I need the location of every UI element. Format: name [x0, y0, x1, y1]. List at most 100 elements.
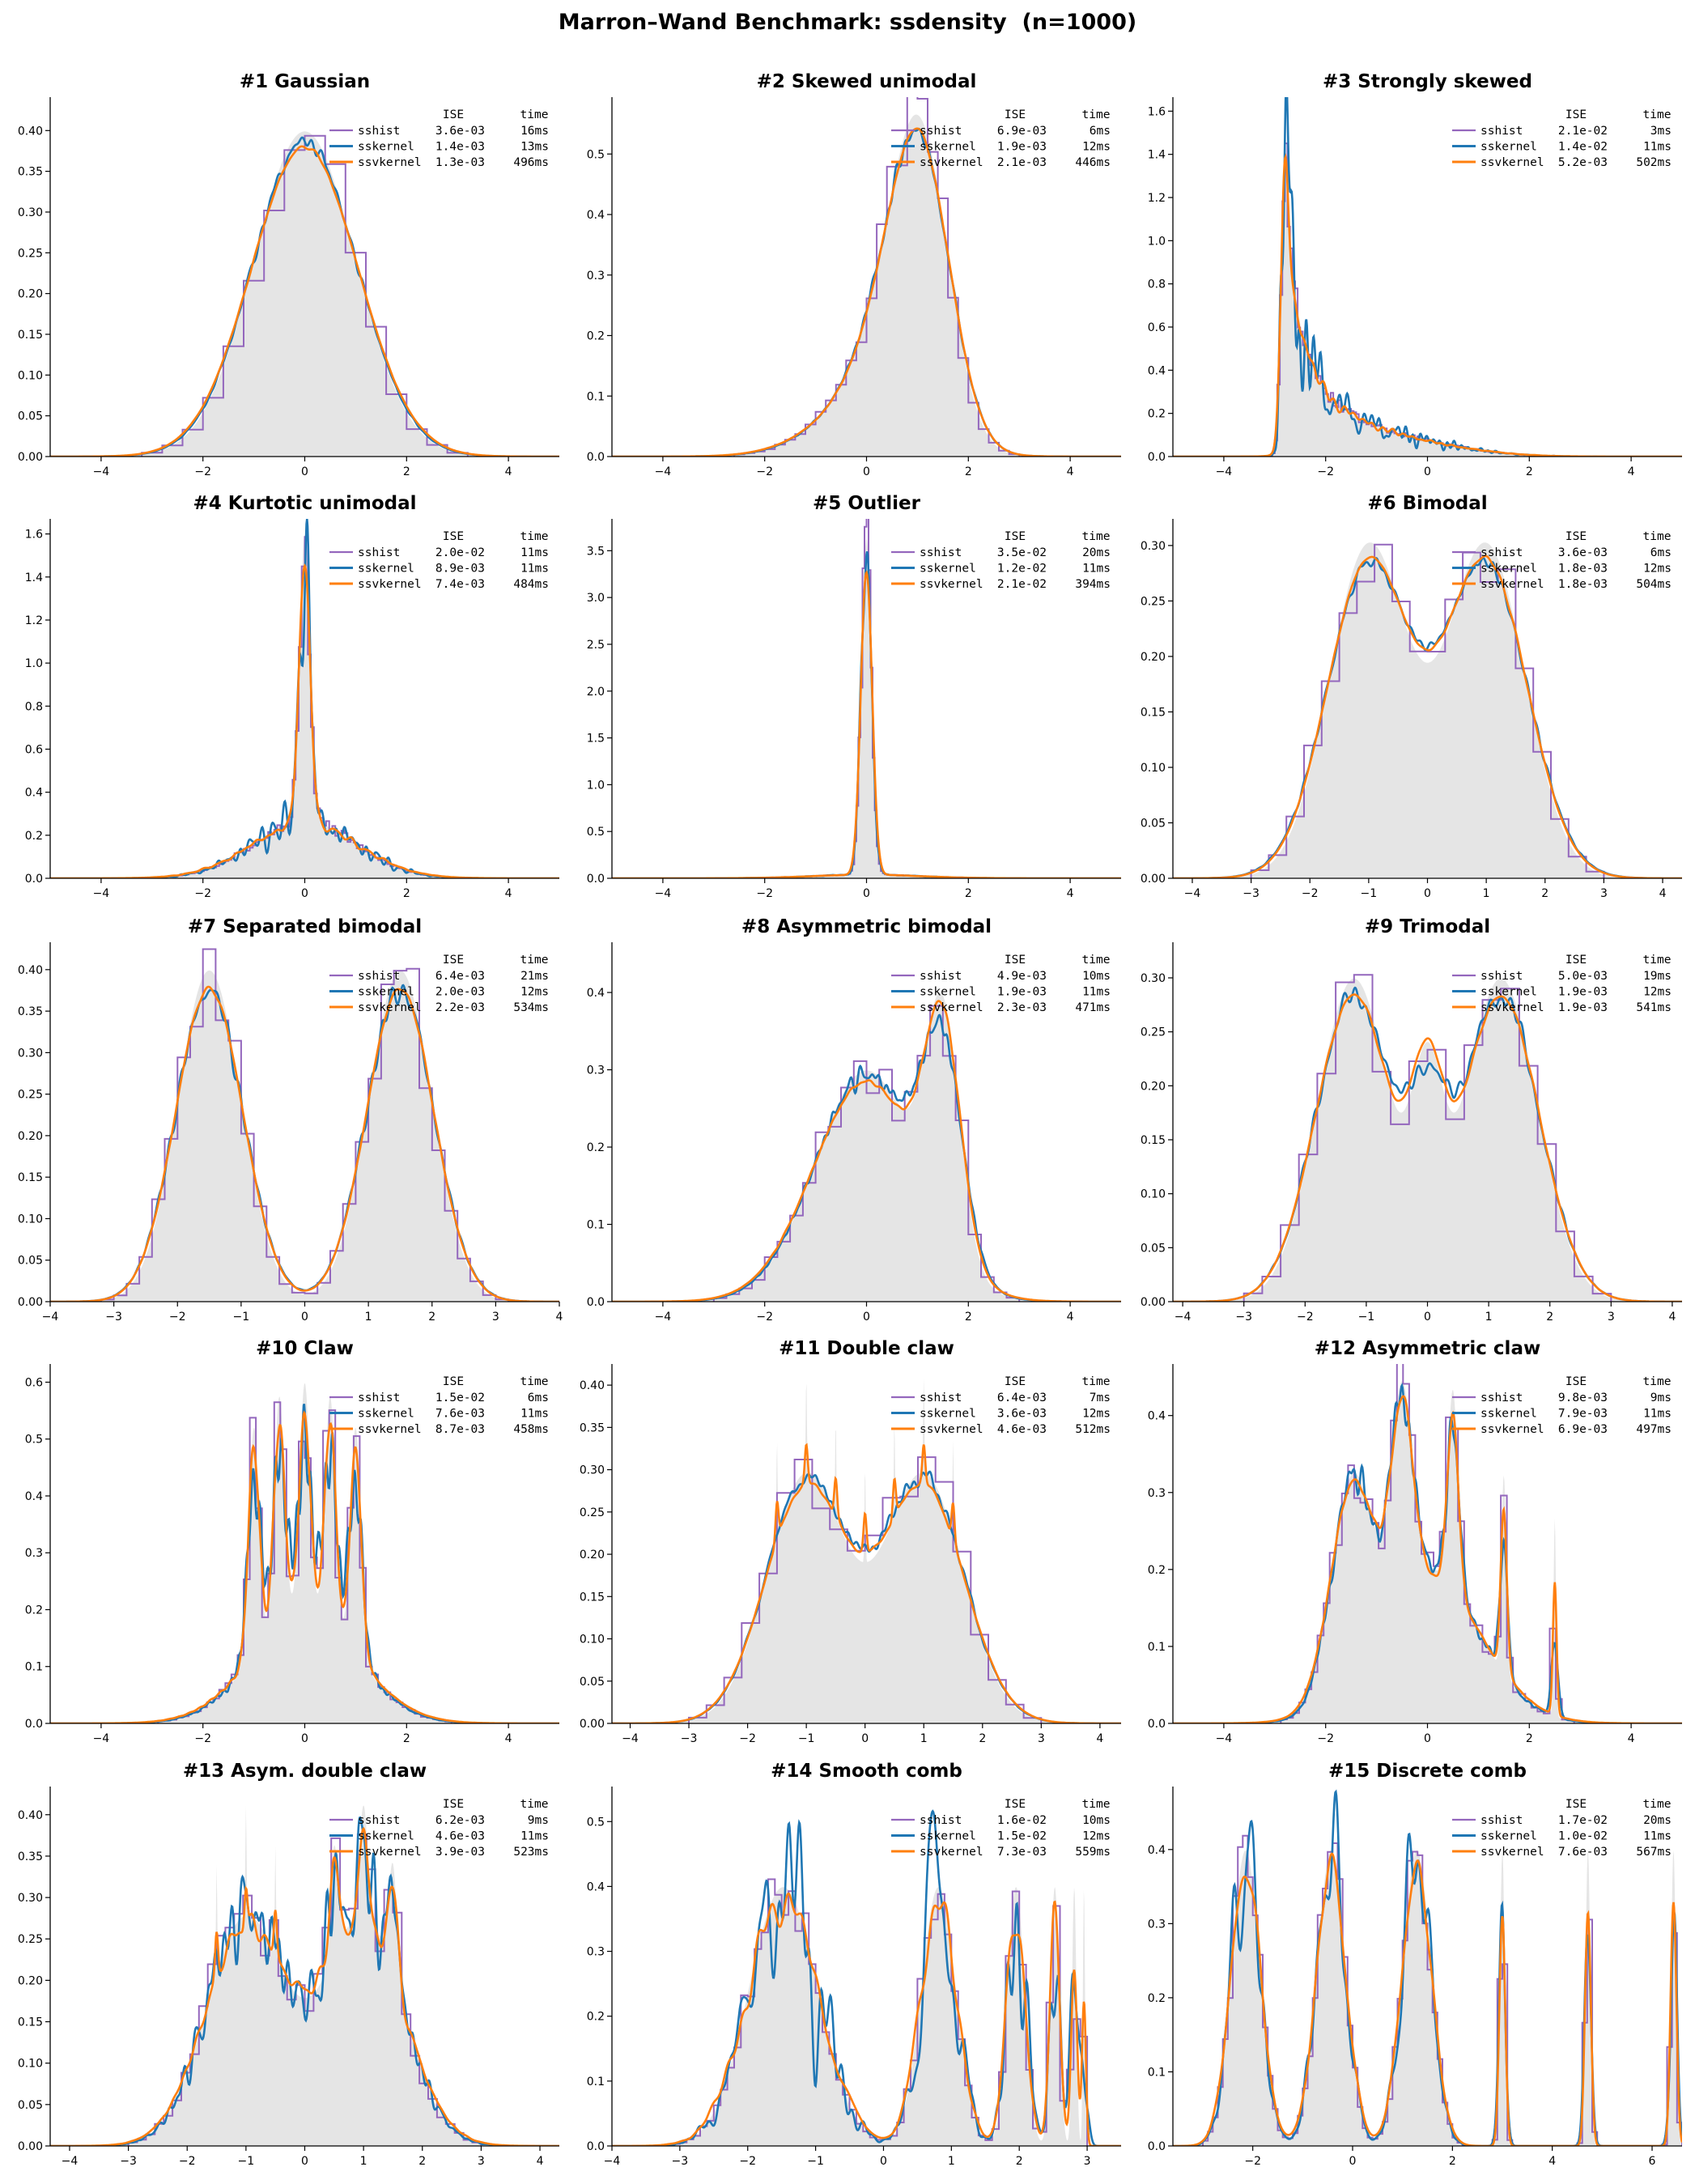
legend-time: 6ms	[528, 1392, 549, 1404]
y-tick-label: 0.2	[587, 330, 605, 343]
legend-header-ise: ISE	[443, 1798, 464, 1811]
legend-time: 12ms	[520, 986, 549, 999]
x-tick-label: 0	[301, 1732, 308, 1745]
subplot-title: #8 Asymmetric bimodal	[741, 916, 992, 937]
legend-header-time: time	[1643, 1375, 1672, 1388]
legend-ise: 7.9e-03	[1558, 1408, 1608, 1421]
y-tick-label: 0.20	[18, 288, 43, 301]
legend-header-time: time	[1643, 108, 1672, 121]
y-tick-label: 0.15	[18, 2016, 43, 2029]
legend-ise: 3.6e-03	[1558, 546, 1608, 559]
x-tick-label: 2	[965, 1311, 972, 1324]
y-tick-label: 0.15	[1141, 706, 1166, 719]
x-tick-label: 2	[403, 465, 410, 478]
x-tick-label: 2	[979, 1732, 986, 1745]
legend-method: ssvkernel	[358, 1846, 422, 1859]
legend-time: 567ms	[1636, 1846, 1672, 1859]
legend: ISE time sshist 4.9e-03 10ms sskernel 1.9e-03 1…	[891, 954, 1111, 1014]
y-tick-label: 0.10	[18, 369, 43, 382]
y-tick-label: 0.05	[1141, 817, 1166, 830]
y-tick-label: 0.3	[587, 270, 605, 283]
y-tick-label: 0.1	[1148, 1641, 1166, 1654]
legend-ise: 2.1e-03	[997, 156, 1047, 169]
y-tick-label: 0.20	[18, 1974, 43, 1987]
legend-ise: 2.0e-03	[435, 986, 485, 999]
y-tick-label: 0.2	[587, 1141, 605, 1154]
y-tick-label: 0.3	[587, 1064, 605, 1077]
x-tick-label: −4	[655, 465, 672, 478]
x-tick-label: 0	[1349, 2155, 1357, 2168]
x-tick-label: −4	[42, 1311, 59, 1324]
legend-time: 12ms	[1082, 141, 1111, 154]
legend-time: 11ms	[1643, 1830, 1672, 1843]
x-tick-label: 3	[492, 1311, 499, 1324]
y-tick-label: 0.1	[1148, 2066, 1166, 2079]
legend-header-ise: ISE	[1565, 954, 1587, 967]
legend-time: 9ms	[1650, 1392, 1672, 1404]
legend-method: sskernel	[358, 1830, 414, 1843]
legend-ise: 1.9e-03	[997, 141, 1047, 154]
x-tick-label: 3	[478, 2155, 485, 2168]
legend-time: 471ms	[1075, 1001, 1111, 1014]
x-tick-label: −4	[604, 2155, 621, 2168]
legend-time: 12ms	[1082, 1408, 1111, 1421]
y-tick-label: 0.2	[1148, 1564, 1166, 1577]
legend-header-ise: ISE	[1565, 530, 1587, 543]
subplot-title: #13 Asym. double claw	[183, 1761, 427, 1782]
ssvkernel-curve	[612, 1892, 1121, 2146]
y-tick-label: 0.05	[580, 1676, 605, 1689]
legend-header-ise: ISE	[1005, 108, 1026, 121]
legend-method: sskernel	[1480, 986, 1537, 999]
subplot-14: −4 −3 −2 −1 0 1 2 3 0.0 0.1 0.2 0.3 0.4 0.5 #14 Smooth…	[587, 1761, 1121, 2168]
y-tick-label: 1.4	[25, 571, 43, 584]
y-tick-label: 0.00	[18, 2140, 43, 2153]
y-tick-label: 2.5	[587, 639, 605, 652]
x-tick-label: 0	[861, 1732, 869, 1745]
x-tick-label: 2	[418, 2155, 426, 2168]
ssvkernel-curve	[612, 1443, 1121, 1723]
legend-ise: 1.9e-03	[1558, 986, 1608, 999]
figure-title: Marron–Wand Benchmark: ssdensity (n=1000…	[559, 10, 1136, 35]
legend-ise: 1.5e-02	[435, 1392, 485, 1404]
x-tick-label: −2	[756, 887, 773, 900]
y-tick-label: 0.05	[18, 2099, 43, 2112]
x-tick-label: 0	[863, 465, 870, 478]
legend-method: sskernel	[358, 986, 414, 999]
true-density-area	[1173, 978, 1682, 1302]
legend: ISE time sshist 1.7e-02 20ms sskernel 1.0e-02 1…	[1452, 1798, 1672, 1859]
y-tick-label: 1.4	[1148, 149, 1166, 162]
ssvkernel-curve	[1173, 993, 1682, 1302]
legend-method: ssvkernel	[358, 1423, 422, 1436]
x-tick-label: −3	[1243, 887, 1260, 900]
true-density-area	[50, 534, 559, 878]
legend-time: 484ms	[513, 578, 549, 591]
legend-method: sshist	[1480, 1814, 1523, 1827]
legend-method: sshist	[358, 1392, 400, 1404]
legend-header-time: time	[1643, 530, 1672, 543]
legend-header-ise: ISE	[443, 108, 464, 121]
legend-method: sskernel	[1480, 141, 1537, 154]
y-tick-label: 0.5	[587, 1816, 605, 1829]
legend-ise: 3.6e-03	[435, 125, 485, 138]
legend-method: sskernel	[920, 1408, 976, 1421]
legend-time: 6ms	[1090, 125, 1111, 138]
x-tick-label: −2	[169, 1311, 186, 1324]
legend-ise: 7.6e-03	[1558, 1846, 1608, 1859]
y-tick-label: 0.10	[1141, 1188, 1166, 1201]
legend: ISE time sshist 2.1e-02 3ms sskernel 1.4e-02 11…	[1452, 108, 1672, 169]
y-tick-label: 0.15	[18, 1171, 43, 1184]
sskernel-curve	[612, 1809, 1121, 2146]
sshist-histogram	[157, 1401, 452, 1723]
y-tick-label: 0.1	[25, 1661, 43, 1674]
legend: ISE time sshist 6.9e-03 6ms sskernel 1.9e-03 12…	[891, 108, 1111, 169]
plot-area	[612, 1378, 1121, 1723]
subplot-title: #3 Strongly skewed	[1323, 71, 1532, 92]
plot-area	[1173, 1364, 1682, 1723]
y-tick-label: 0.3	[1148, 1918, 1166, 1931]
legend-ise: 3.5e-02	[997, 546, 1047, 559]
y-tick-label: 0.0	[25, 1718, 43, 1731]
subplot-15: −2 0 2 4 6 0.0 0.1 0.2 0.3 0.4 #15 Discrete comb IS…	[1148, 1761, 1682, 2168]
true-density-area	[1173, 542, 1682, 878]
subplot-title: #11 Double claw	[779, 1338, 954, 1359]
legend-header-time: time	[1643, 1798, 1672, 1811]
